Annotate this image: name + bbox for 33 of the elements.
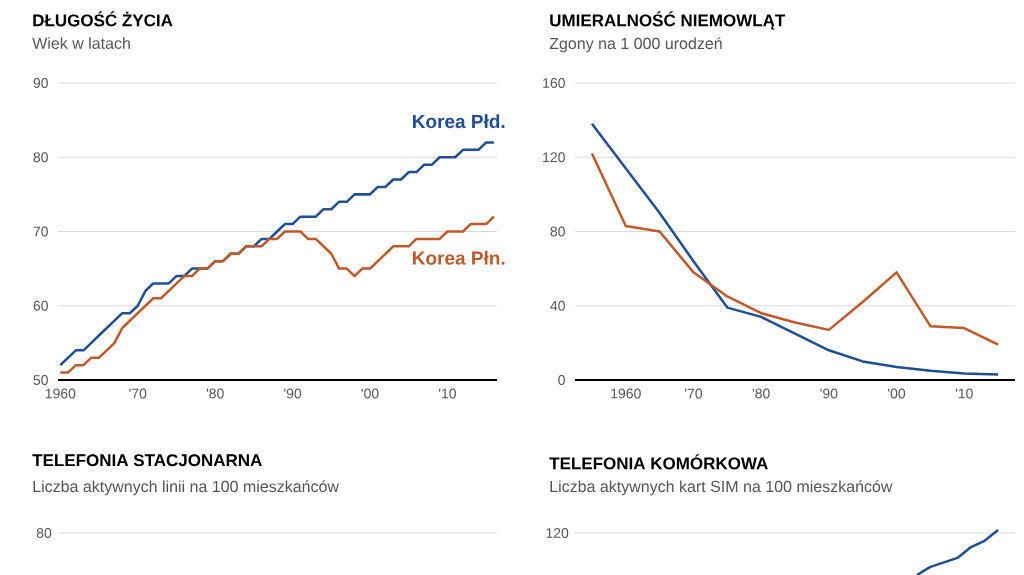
x-tick-label: '90 [820,388,838,399]
x-tick-label: '00 [888,388,906,399]
y-tick-label: 50 [33,375,48,385]
line-series [590,152,1000,346]
y-tick-label: 70 [33,226,48,237]
x-tick-label: '00 [361,388,379,399]
y-tick-label: 120 [543,152,565,163]
x-tick-label: '70 [129,388,147,399]
series-label: Korea Płd. [413,114,505,129]
x-tick-label: 1960 [45,388,76,399]
y-tick-label: 160 [543,78,565,88]
text: Liczba aktywnych linii na 100 mieszkańców [33,480,339,496]
x-tick-label: 1960 [611,388,641,399]
x-tick-label: '10 [439,388,457,399]
chart-title: UMIERALNOŚĆ NIEMOWLĄT [550,11,786,30]
x-tick-label: '10 [955,388,973,399]
chart-subtitle: Zgony na 1 000 urodzeń [549,37,722,53]
x-tick-label: '80 [206,388,224,399]
text: TELEFONIA STACJONARNA [32,454,262,467]
x-tick-label: '70 [685,388,703,399]
chart-title: TELEFONIA KOMÓRKOWA [549,454,768,470]
series-label: Korea Płn. [413,250,505,265]
y-tick-label: 0 [558,375,565,385]
y-tick-label: 80 [550,226,565,237]
chart-subtitle: Wiek w latach [32,37,130,49]
y-tick-label: 60 [33,300,48,311]
x-tick-label: '90 [284,388,302,399]
chart-subtitle: Liczba aktywnych kart SIM na 100 mieszkańców [550,480,893,496]
y-tick-label: 40 [550,300,565,311]
y-tick-label: 90 [33,78,48,88]
y-tick-label: 80 [33,152,48,163]
x-tick-label: '80 [752,388,770,399]
chart-title: DŁUGOŚĆ ŻYCIA [33,11,173,27]
